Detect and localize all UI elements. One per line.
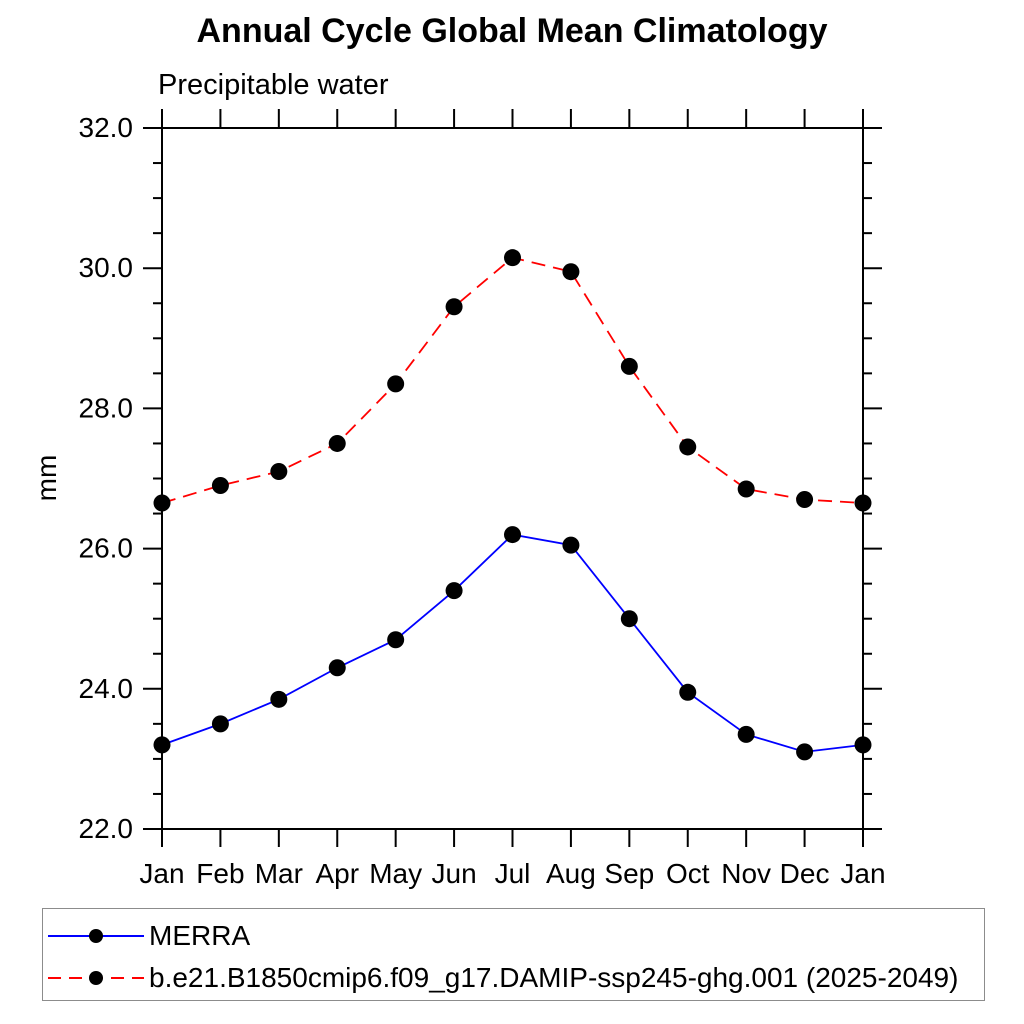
legend: MERRA b.e21.B1850cmip6.f09_g17.DAMIP-ssp2… bbox=[42, 908, 985, 1001]
x-tick-label: Jan bbox=[840, 858, 885, 889]
chart-title: Annual Cycle Global Mean Climatology bbox=[196, 12, 828, 50]
y-tick-label: 26.0 bbox=[79, 533, 134, 564]
data-point-series-2 bbox=[211, 477, 229, 495]
y-tick-label: 22.0 bbox=[79, 813, 134, 844]
x-tick-label: Oct bbox=[666, 858, 710, 889]
legend-line-icon bbox=[48, 929, 144, 943]
x-tick-label: Aug bbox=[546, 858, 596, 889]
data-point-series-2 bbox=[854, 494, 872, 512]
data-point-series-1 bbox=[854, 736, 872, 754]
x-tick-label: Jun bbox=[432, 858, 477, 889]
x-tick-label: May bbox=[369, 858, 422, 889]
data-point-series-2 bbox=[445, 298, 463, 316]
data-point-series-1 bbox=[620, 610, 638, 628]
legend-item: MERRA bbox=[48, 920, 251, 951]
data-point-series-2 bbox=[562, 263, 580, 281]
data-point-series-1 bbox=[270, 690, 288, 708]
series-line-1 bbox=[161, 533, 864, 753]
y-tick-label: 32.0 bbox=[79, 112, 134, 143]
legend-marker-icon bbox=[89, 971, 103, 985]
legend-item: b.e21.B1850cmip6.f09_g17.DAMIP-ssp245-gh… bbox=[48, 962, 959, 993]
data-point-series-1 bbox=[562, 536, 580, 554]
legend-line-icon bbox=[48, 971, 144, 985]
data-point-series-1 bbox=[679, 683, 697, 701]
plot-box bbox=[161, 127, 864, 830]
data-point-series-1 bbox=[737, 725, 755, 743]
data-point-series-2 bbox=[270, 462, 288, 480]
x-tick-label: Mar bbox=[255, 858, 303, 889]
x-tick-label: Jan bbox=[139, 858, 184, 889]
x-tick-label: Dec bbox=[780, 858, 830, 889]
data-point-series-2 bbox=[737, 480, 755, 498]
legend-label: b.e21.B1850cmip6.f09_g17.DAMIP-ssp245-gh… bbox=[149, 962, 959, 993]
x-tick-label: Sep bbox=[604, 858, 654, 889]
x-tick-label: Jul bbox=[495, 858, 531, 889]
x-tick-label: Feb bbox=[196, 858, 244, 889]
data-point-series-2 bbox=[679, 438, 697, 456]
legend-marker-icon bbox=[89, 929, 103, 943]
data-point-series-1 bbox=[796, 743, 814, 761]
data-point-series-2 bbox=[504, 249, 521, 267]
chart-subtitle: Precipitable water bbox=[158, 69, 389, 101]
data-point-series-2 bbox=[796, 491, 814, 509]
y-tick-label: 30.0 bbox=[79, 252, 134, 283]
data-point-series-2 bbox=[620, 357, 638, 375]
data-point-series-2 bbox=[328, 434, 346, 452]
data-point-series-2 bbox=[153, 494, 171, 512]
y-tick-label: 24.0 bbox=[79, 673, 134, 704]
data-point-series-1 bbox=[445, 582, 463, 600]
data-point-series-1 bbox=[211, 715, 229, 733]
x-tick-label: Apr bbox=[315, 858, 359, 889]
data-point-series-1 bbox=[153, 736, 171, 754]
data-point-series-1 bbox=[387, 631, 405, 649]
legend-label: MERRA bbox=[149, 920, 251, 951]
data-point-series-2 bbox=[387, 375, 405, 393]
y-tick-label: 28.0 bbox=[79, 392, 134, 423]
x-tick-label: Nov bbox=[721, 858, 771, 889]
series-line-2 bbox=[161, 256, 864, 504]
data-point-series-1 bbox=[328, 659, 346, 677]
data-point-series-1 bbox=[504, 526, 521, 544]
